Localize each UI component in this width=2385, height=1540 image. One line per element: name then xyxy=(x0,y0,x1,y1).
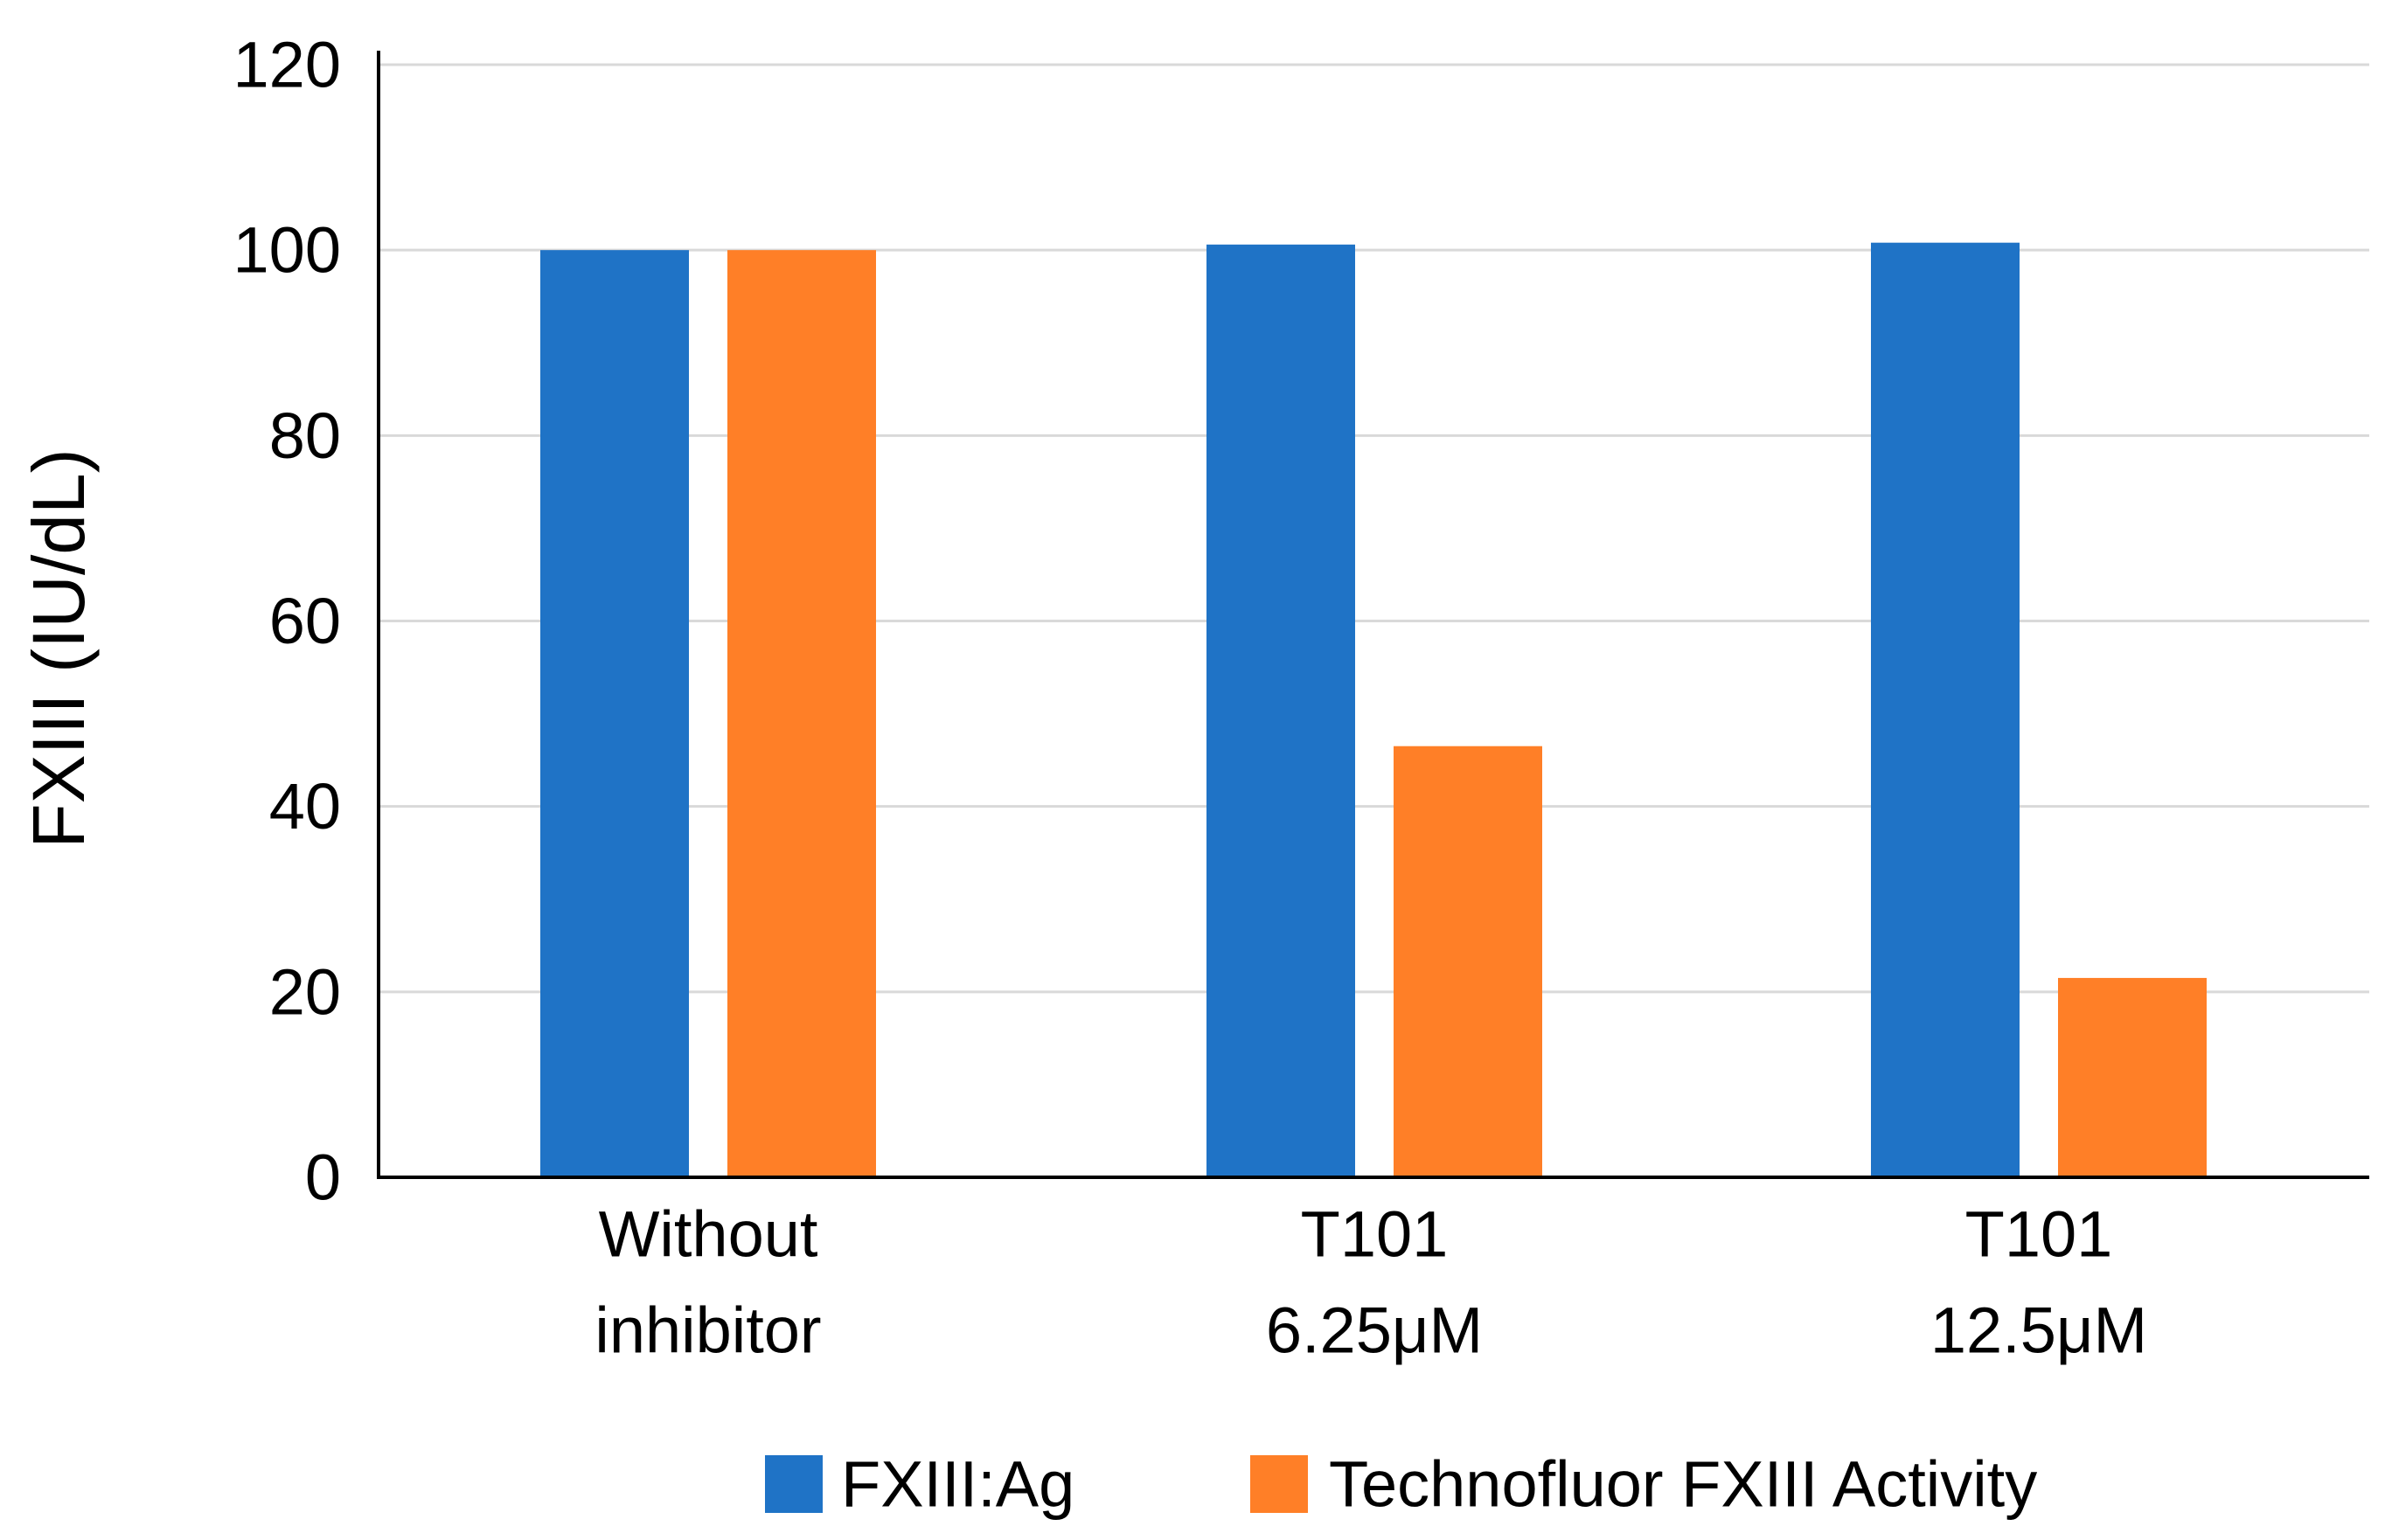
bar-technofluor-activity xyxy=(1394,746,1542,1177)
legend-swatch xyxy=(1250,1455,1308,1513)
legend-label: Technofluor FXIII Activity xyxy=(1329,1448,2037,1521)
bar-fxiii-ag xyxy=(1871,242,2020,1178)
bar-technofluor-activity xyxy=(727,250,876,1178)
x-tick-labels: Without inhibitor T101 6.25μM T101 12.5μM xyxy=(595,1198,2147,1367)
x-tick-label: Without xyxy=(599,1198,818,1271)
bar-fxiii-ag xyxy=(1206,244,1355,1178)
x-tick-label: T101 xyxy=(1301,1198,1449,1271)
y-axis-label: FXIII (IU/dL) xyxy=(17,448,100,848)
y-tick-label: 40 xyxy=(269,770,341,843)
y-tick-labels: 0 20 40 60 80 100 120 xyxy=(233,29,341,1214)
legend-swatch xyxy=(765,1455,823,1513)
y-tick-label: 0 xyxy=(305,1141,341,1214)
y-tick-label: 100 xyxy=(233,214,341,287)
x-tick-label: T101 xyxy=(1965,1198,2113,1271)
y-tick-label: 60 xyxy=(269,585,341,657)
y-tick-label: 120 xyxy=(233,29,341,101)
y-tick-label: 20 xyxy=(269,955,341,1028)
bars xyxy=(540,242,2207,1178)
bar-technofluor-activity xyxy=(2058,977,2207,1177)
x-tick-label: 6.25μM xyxy=(1266,1294,1483,1367)
axes xyxy=(377,51,2369,1179)
x-tick-label: inhibitor xyxy=(595,1294,821,1367)
legend: FXIII:Ag Technofluor FXIII Activity xyxy=(765,1448,2037,1521)
y-tick-label: 80 xyxy=(269,399,341,472)
x-tick-label: 12.5μM xyxy=(1930,1294,2147,1367)
legend-label: FXIII:Ag xyxy=(841,1448,1074,1521)
gridlines xyxy=(379,63,2369,994)
bar-fxiii-ag xyxy=(540,250,689,1178)
